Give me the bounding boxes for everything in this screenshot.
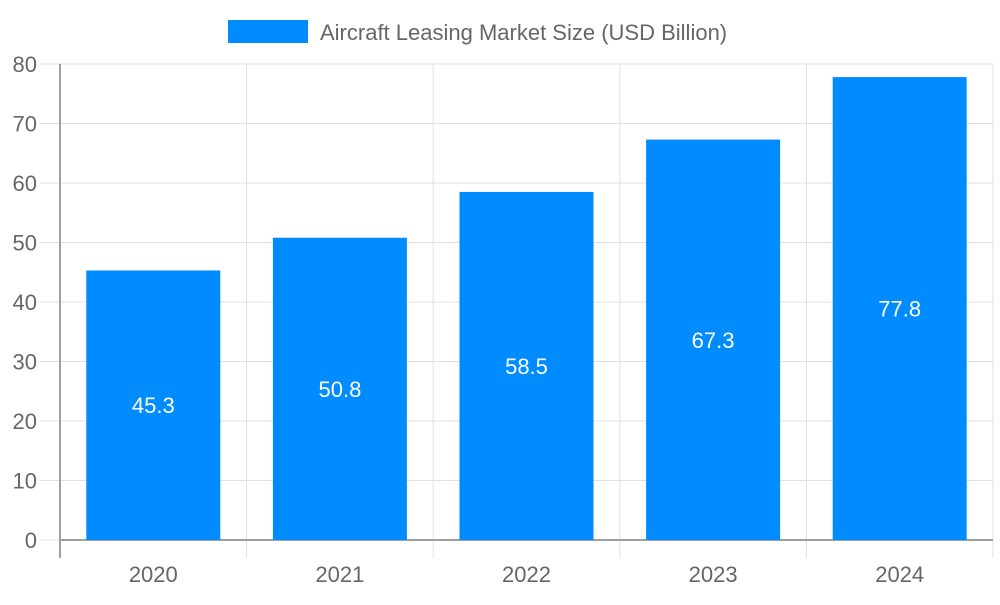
data-label: 77.8 <box>878 297 921 322</box>
bars <box>86 77 967 541</box>
y-tick-label: 60 <box>13 171 37 196</box>
y-tick-label: 50 <box>13 231 37 256</box>
y-tick-label: 30 <box>13 350 37 375</box>
labels: 45.3 2020 50.8 2021 58.5 2022 67.3 2023 77.8 2024 <box>129 297 924 587</box>
x-tick-label: 2024 <box>875 562 924 587</box>
y-tick-label: 40 <box>13 290 37 315</box>
data-label: 45.3 <box>132 393 175 418</box>
y-tick-label: 10 <box>13 469 37 494</box>
bar-2022 <box>459 191 594 541</box>
x-tick-label: 2021 <box>315 562 364 587</box>
y-tick-label: 20 <box>13 409 37 434</box>
bar-2020 <box>86 270 221 540</box>
x-tick-label: 2022 <box>502 562 551 587</box>
y-tick-label: 80 <box>13 52 37 77</box>
legend-swatch <box>228 20 308 43</box>
bar-2023 <box>646 139 781 540</box>
bar-2021 <box>272 237 407 541</box>
y-tick-label: 70 <box>13 112 37 137</box>
bar-2024 <box>832 77 967 540</box>
legend-label: Aircraft Leasing Market Size (USD Billio… <box>320 20 727 45</box>
data-label: 58.5 <box>505 354 548 379</box>
x-tick-label: 2023 <box>689 562 738 587</box>
y-tick-label: 0 <box>25 528 37 553</box>
x-tick-label: 2020 <box>129 562 178 587</box>
data-label: 50.8 <box>318 377 361 402</box>
data-label: 67.3 <box>692 328 735 353</box>
legend[interactable]: Aircraft Leasing Market Size (USD Billio… <box>228 20 727 45</box>
